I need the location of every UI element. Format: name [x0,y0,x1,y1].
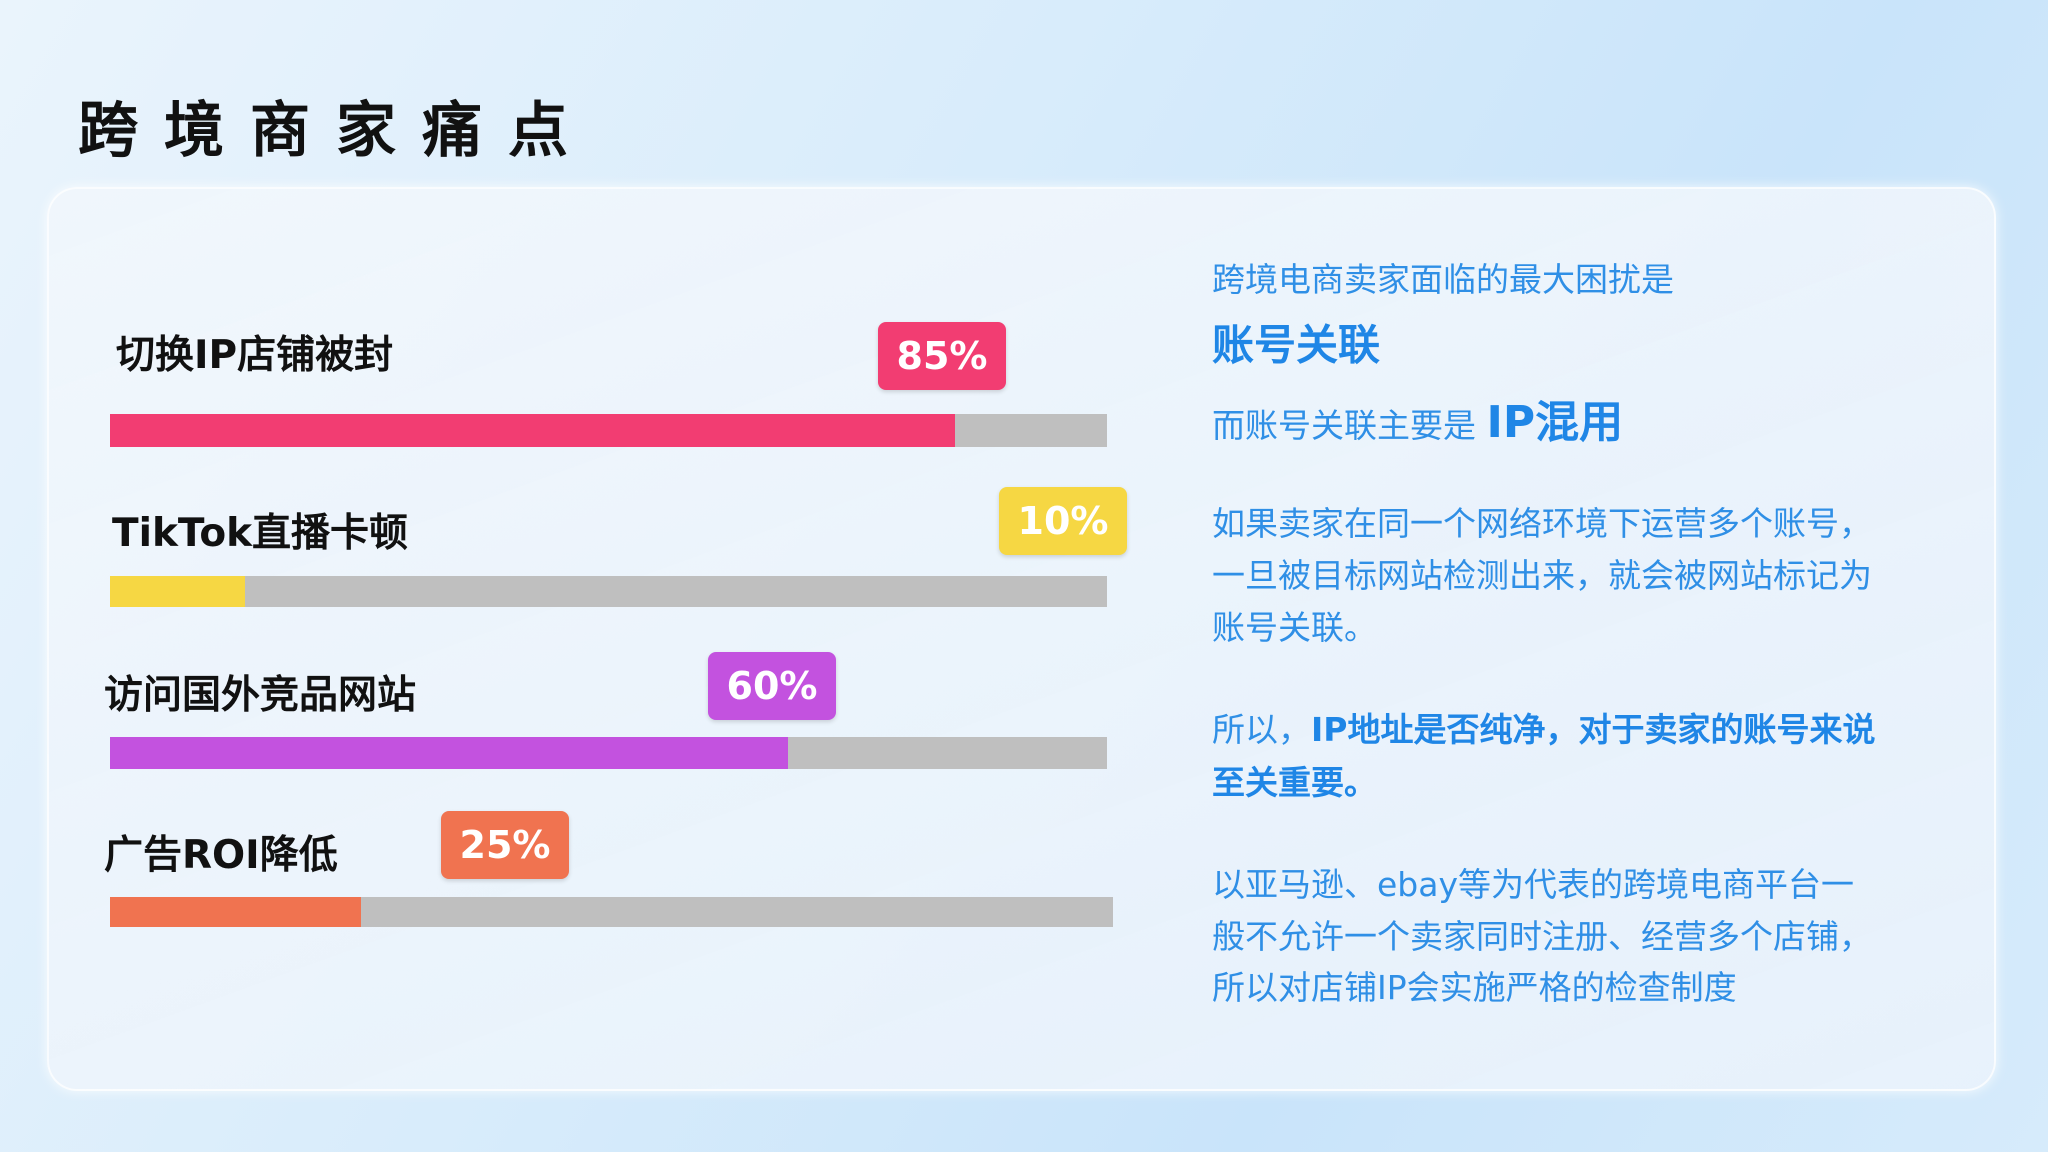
bar-label: 广告ROI降低 [104,833,338,878]
progress-track [110,576,1107,607]
para1-line: 如果卖家在同一个网络环境下运营多个账号， [1212,504,1872,543]
ip-mix-highlight: IP混用 [1486,397,1624,448]
percent-badge: 85% [878,322,1006,390]
ip-mix-prefix: 而账号关联主要是 [1212,406,1476,445]
content-card [47,187,1996,1091]
para3-line: 所以对店铺IP会实施严格的检查制度 [1212,968,1737,1007]
percent-badge: 25% [441,811,569,879]
para1-line: 一旦被目标网站检测出来，就会被网站标记为 [1212,556,1872,595]
bar-label: 切换IP店铺被封 [116,333,394,378]
progress-track [110,737,1107,769]
para1-line: 账号关联。 [1212,608,1377,647]
para2-line: 所以，IP地址是否纯净，对于卖家的账号来说 [1212,703,1875,751]
progress-fill [110,414,956,447]
para3-line: 般不允许一个卖家同时注册、经营多个店铺， [1212,917,1872,956]
para2-bold: IP地址是否纯净，对于卖家的账号来说 [1311,710,1876,749]
progress-fill [110,737,788,769]
page-title: 跨境商家痛点 [78,96,594,166]
para2-prefix: 所以， [1212,710,1311,749]
intro-text: 跨境电商卖家面临的最大困扰是 [1212,260,1674,299]
bar-label: TikTok直播卡顿 [112,511,409,556]
percent-badge: 60% [708,652,836,720]
progress-fill [110,576,245,607]
progress-track [110,414,1107,447]
percent-badge: 10% [999,487,1127,555]
progress-fill [110,897,361,927]
ip-mix-line: 而账号关联主要是 IP混用 [1212,386,1623,450]
bar-label: 访问国外竞品网站 [104,673,417,718]
highlight-account-link: 账号关联 [1212,320,1381,370]
para3-line: 以亚马逊、ebay等为代表的跨境电商平台一 [1212,865,1855,904]
para2-line2: 至关重要。 [1212,763,1377,802]
progress-track [110,897,1113,927]
